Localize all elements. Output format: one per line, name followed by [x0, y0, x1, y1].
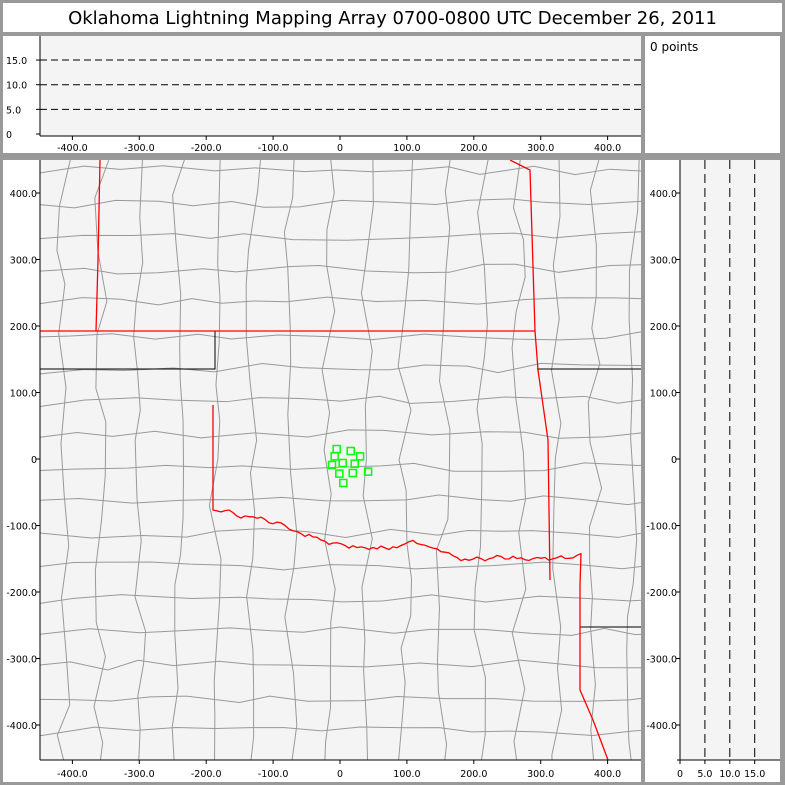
y-tick-label: 15.0: [6, 56, 27, 67]
station-marker: [348, 468, 357, 478]
y-tick-label: -100.0: [6, 522, 37, 533]
altitude-panel: -400.0 -300.0 -200.0 -100.0 0 100.0 200.0 300.0…: [3, 36, 641, 153]
county-line: [283, 160, 298, 760]
y-tick-label: 100.0: [10, 389, 37, 400]
station-marker: [339, 478, 348, 488]
y-tick-label: -100.0: [646, 522, 677, 533]
station-marker: [346, 446, 355, 456]
county-line: [56, 160, 71, 760]
county-line: [40, 263, 641, 275]
x-tick-label: 0: [677, 769, 683, 780]
state-border: [40, 331, 216, 370]
x-tick-label: 100.0: [393, 769, 420, 780]
y-tick-label: 0: [6, 130, 12, 141]
county-line: [40, 561, 641, 571]
county-line: [40, 231, 641, 241]
station-marker: [338, 458, 347, 468]
y-tick-label: 0: [31, 455, 37, 466]
y-tick-label: 200.0: [650, 322, 677, 333]
x-tick-label: 300.0: [527, 769, 554, 780]
y-tick-label: -300.0: [6, 655, 37, 666]
state-border-red: [95, 160, 101, 332]
x-tick-label: -100.0: [258, 143, 289, 153]
county-line: [360, 160, 374, 760]
x-tick-label: 10.0: [719, 769, 740, 780]
county-line: [40, 494, 641, 506]
x-tick-label: 400.0: [594, 769, 621, 780]
x-tick-label: -200.0: [191, 769, 222, 780]
chart-title: Oklahoma Lightning Mapping Array 0700-08…: [3, 3, 782, 32]
x-tick-label: -300.0: [124, 769, 155, 780]
points-count: 0 points: [650, 40, 699, 54]
county-line: [40, 198, 641, 209]
x-tick-label: 400.0: [594, 143, 621, 153]
county-line: [435, 160, 451, 760]
y-tick-label: 400.0: [650, 189, 677, 200]
y-tick-label: 0: [671, 455, 677, 466]
county-line: [40, 626, 641, 636]
red-river-border: [212, 405, 609, 760]
county-line: [133, 160, 147, 760]
plot-area: [40, 36, 641, 136]
x-tick-label: 15.0: [744, 769, 765, 780]
y-tick-label: -200.0: [6, 588, 37, 599]
y-tick-label: -300.0: [646, 655, 677, 666]
station-marker: [363, 467, 373, 476]
county-line: [40, 594, 641, 604]
station-marker: [327, 460, 337, 470]
x-tick-label: 200.0: [460, 143, 487, 153]
county-line: [511, 160, 527, 760]
x-tick-label: 100.0: [393, 143, 420, 153]
county-line: [93, 160, 110, 760]
county-line: [551, 160, 563, 760]
y-tick-label: 5.0: [6, 105, 21, 116]
y-tick-label: -400.0: [6, 721, 37, 732]
county-line: [587, 160, 603, 760]
y-tick-label: 200.0: [10, 322, 37, 333]
county-line: [40, 395, 641, 407]
station-marker: [355, 452, 365, 461]
x-tick-label: -100.0: [258, 769, 289, 780]
county-line: [40, 296, 641, 306]
x-tick-label: 0: [337, 143, 343, 153]
map-layer: [40, 160, 641, 760]
county-line: [40, 331, 641, 341]
county-line: [397, 160, 413, 760]
x-tick-label: 0: [337, 769, 343, 780]
county-line: [171, 160, 185, 760]
y-tick-label: 10.0: [6, 81, 27, 92]
points-count-box: 0 points: [645, 36, 780, 153]
county-line: [321, 160, 336, 760]
county-line: [40, 695, 641, 704]
x-tick-label: -300.0: [124, 143, 155, 153]
county-line: [40, 659, 641, 671]
county-line: [626, 160, 640, 760]
altitude-side-panel: 0 5.0 10.0 15.0 -400.0 -300.0 -200.0 -100.0 0 100…: [645, 160, 780, 782]
y-tick-label: -400.0: [646, 721, 677, 732]
state-border-red: [509, 160, 551, 581]
y-tick-label: 400.0: [10, 189, 37, 200]
plan-view-map: -400.0 -300.0 -200.0 -100.0 0 100.0 200.0 300.0…: [3, 160, 641, 782]
x-tick-label: 300.0: [527, 143, 554, 153]
y-tick-label: 300.0: [650, 256, 677, 267]
x-tick-label: -400.0: [57, 143, 88, 153]
county-line: [40, 165, 641, 176]
y-tick-label: 100.0: [650, 389, 677, 400]
station-marker: [330, 452, 339, 461]
station-marker: [350, 459, 359, 468]
x-tick-label: -400.0: [57, 769, 88, 780]
station-marker: [335, 469, 344, 478]
county-line: [40, 726, 641, 737]
x-tick-label: 200.0: [460, 769, 487, 780]
y-tick-label: -200.0: [646, 588, 677, 599]
county-line: [473, 160, 489, 760]
x-tick-label: 5.0: [697, 769, 712, 780]
county-line: [40, 462, 641, 472]
county-line: [245, 160, 261, 760]
y-tick-label: 300.0: [10, 256, 37, 267]
x-tick-label: -200.0: [191, 143, 222, 153]
